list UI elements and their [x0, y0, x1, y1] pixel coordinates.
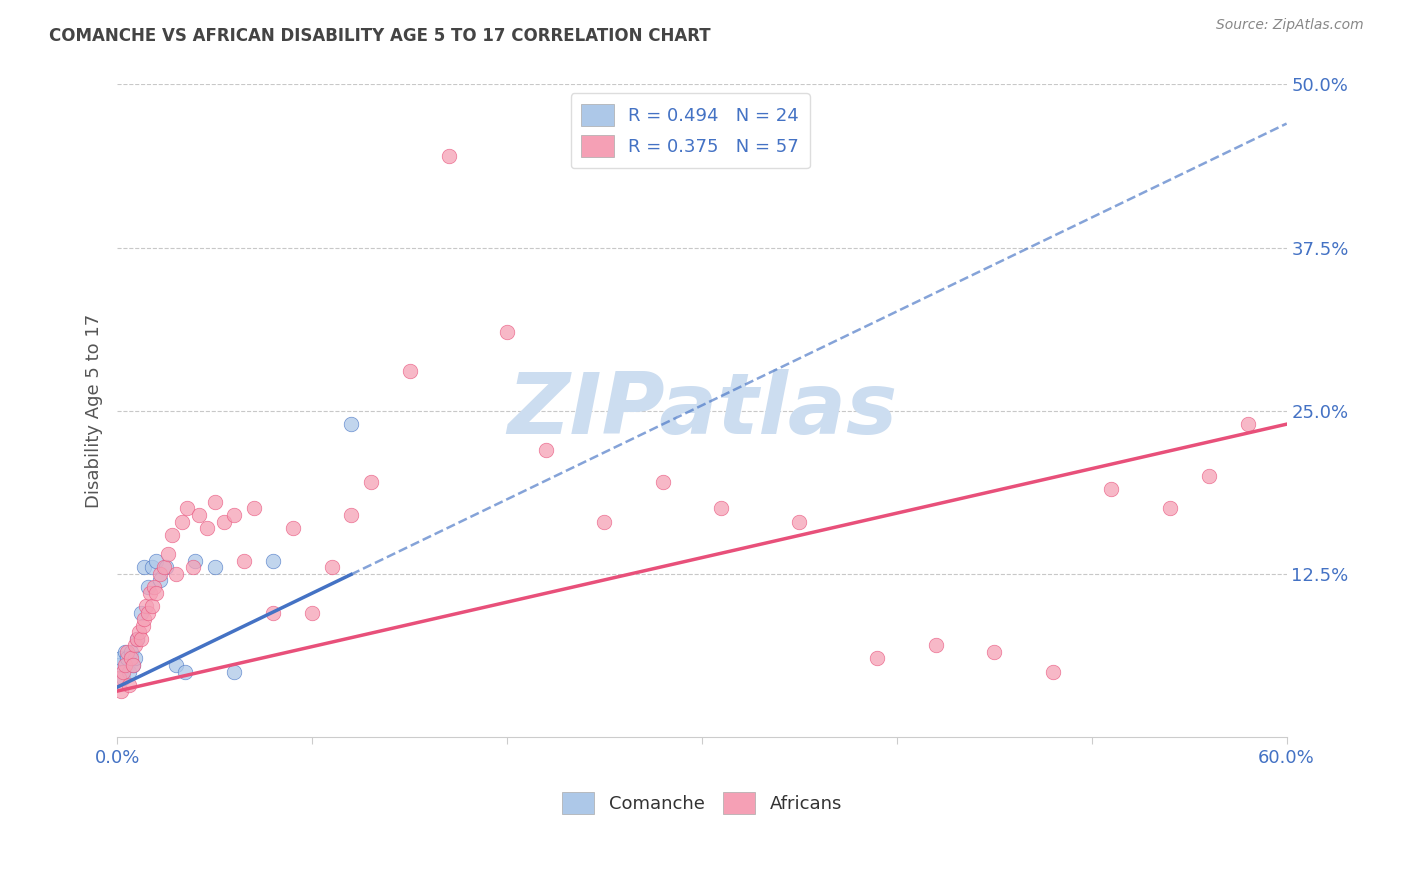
- Point: [204, 560, 226, 574]
- Point: [184, 554, 207, 568]
- Point: [124, 639, 146, 653]
- Point: [108, 671, 131, 685]
- Point: [108, 658, 131, 673]
- Point: [398, 364, 420, 378]
- Point: [141, 599, 163, 614]
- Point: [112, 671, 135, 685]
- Point: [138, 606, 160, 620]
- Point: [149, 573, 172, 587]
- Point: [124, 651, 146, 665]
- Point: [224, 508, 246, 522]
- Point: [534, 442, 557, 457]
- Point: [121, 658, 143, 673]
- Point: [135, 599, 157, 614]
- Point: [120, 645, 142, 659]
- Point: [1099, 482, 1122, 496]
- Point: [437, 149, 460, 163]
- Point: [174, 665, 197, 679]
- Point: [139, 586, 162, 600]
- Point: [1042, 665, 1064, 679]
- Point: [160, 527, 183, 541]
- Point: [115, 651, 138, 665]
- Point: [153, 560, 176, 574]
- Point: [128, 625, 150, 640]
- Point: [138, 580, 160, 594]
- Legend: Comanche, Africans: Comanche, Africans: [554, 785, 849, 822]
- Point: [242, 501, 264, 516]
- Point: [340, 508, 363, 522]
- Point: [204, 495, 226, 509]
- Point: [145, 586, 167, 600]
- Text: Source: ZipAtlas.com: Source: ZipAtlas.com: [1216, 18, 1364, 32]
- Point: [134, 560, 156, 574]
- Point: [165, 658, 187, 673]
- Point: [156, 547, 179, 561]
- Point: [224, 665, 246, 679]
- Point: [214, 515, 236, 529]
- Point: [593, 515, 616, 529]
- Point: [134, 612, 156, 626]
- Point: [360, 475, 382, 490]
- Point: [129, 606, 152, 620]
- Point: [143, 580, 166, 594]
- Point: [118, 665, 141, 679]
- Point: [1198, 468, 1220, 483]
- Point: [121, 658, 143, 673]
- Point: [925, 639, 948, 653]
- Point: [232, 554, 254, 568]
- Point: [110, 651, 132, 665]
- Point: [496, 326, 519, 340]
- Point: [195, 521, 218, 535]
- Point: [125, 632, 148, 646]
- Point: [129, 632, 152, 646]
- Point: [170, 515, 193, 529]
- Point: [983, 645, 1005, 659]
- Text: COMANCHE VS AFRICAN DISABILITY AGE 5 TO 17 CORRELATION CHART: COMANCHE VS AFRICAN DISABILITY AGE 5 TO …: [49, 27, 711, 45]
- Point: [1236, 417, 1258, 431]
- Point: [651, 475, 673, 490]
- Point: [141, 560, 163, 574]
- Point: [131, 619, 153, 633]
- Point: [188, 508, 211, 522]
- Point: [1159, 501, 1181, 516]
- Point: [155, 560, 177, 574]
- Point: [262, 554, 284, 568]
- Text: ZIPatlas: ZIPatlas: [506, 369, 897, 452]
- Point: [118, 677, 141, 691]
- Point: [145, 554, 167, 568]
- Point: [114, 658, 136, 673]
- Point: [114, 645, 136, 659]
- Point: [115, 645, 138, 659]
- Point: [112, 665, 135, 679]
- Point: [789, 515, 811, 529]
- Point: [120, 651, 142, 665]
- Point: [710, 501, 733, 516]
- Point: [176, 501, 198, 516]
- Point: [866, 651, 889, 665]
- Y-axis label: Disability Age 5 to 17: Disability Age 5 to 17: [86, 313, 103, 508]
- Point: [165, 566, 187, 581]
- Point: [181, 560, 204, 574]
- Point: [340, 417, 363, 431]
- Point: [301, 606, 323, 620]
- Point: [321, 560, 343, 574]
- Point: [281, 521, 304, 535]
- Point: [149, 566, 172, 581]
- Point: [262, 606, 284, 620]
- Point: [125, 632, 148, 646]
- Point: [110, 684, 132, 698]
